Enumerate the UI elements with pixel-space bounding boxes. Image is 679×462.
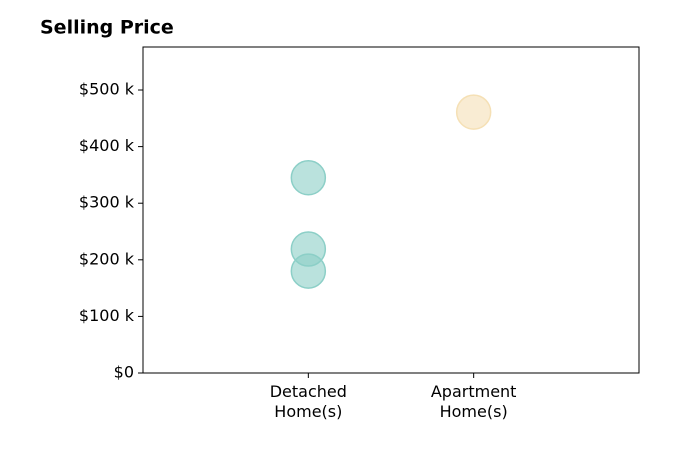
- y-tick-label: $500 k: [79, 80, 135, 99]
- y-tick-label: $300 k: [79, 193, 135, 212]
- point: [290, 253, 327, 289]
- y-tick-label: $200 k: [79, 249, 135, 268]
- x-tick-label: Apartment Home(s): [430, 382, 517, 421]
- y-tick-label: $400 k: [79, 136, 135, 155]
- plot-frame: [142, 46, 640, 374]
- point: [455, 94, 492, 130]
- chart-title: Selling Price: [40, 17, 174, 39]
- y-tick-label: $0: [114, 363, 134, 382]
- point: [290, 159, 327, 196]
- y-tick-label: $100 k: [79, 306, 135, 325]
- x-tick-label: Detached Home(s): [269, 382, 347, 421]
